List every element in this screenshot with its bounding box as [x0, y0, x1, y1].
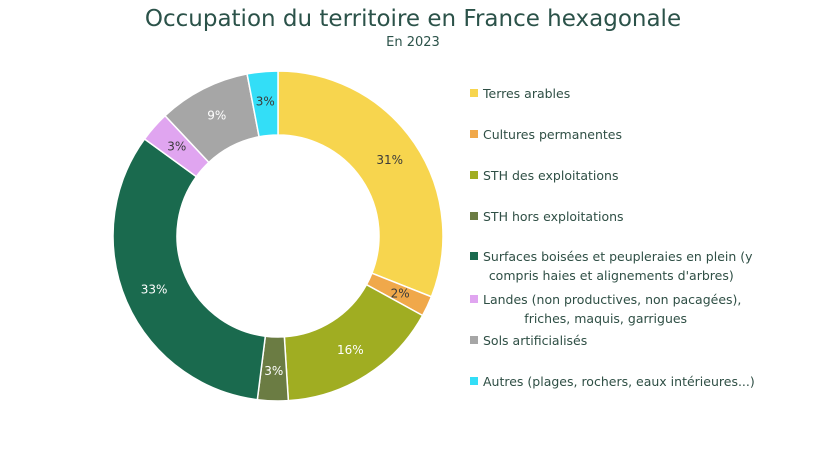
- legend-item-sols-artificialises: Sols artificialisés: [470, 331, 587, 350]
- legend-label: Landes (non productives, non pacagées),: [483, 292, 742, 307]
- slice-label-sth-hors-exploitations: 3%: [264, 364, 283, 378]
- legend-swatch: [470, 377, 478, 385]
- slice-terres-arables: [277, 70, 444, 298]
- slice-label-terres-arables: 31%: [376, 153, 403, 167]
- legend-label: STH des exploitations: [483, 168, 619, 183]
- slice-label-landes: 3%: [167, 140, 186, 154]
- legend-swatch: [470, 130, 478, 138]
- slice-label-surfaces-boisees: 33%: [141, 283, 168, 297]
- slice-label-autres: 3%: [256, 95, 275, 109]
- legend-label: Surfaces boisées et peupleraies en plein…: [483, 249, 753, 264]
- legend-item-landes: Landes (non productives, non pacagées), f…: [470, 290, 741, 328]
- legend-swatch: [470, 336, 478, 344]
- legend-swatch: [470, 252, 478, 260]
- slice-label-sols-artificialises: 9%: [207, 109, 226, 123]
- legend-item-autres: Autres (plages, rochers, eaux intérieure…: [470, 372, 755, 391]
- legend-item-sth-exploitations: STH des exploitations: [470, 166, 618, 185]
- legend-label: STH hors exploitations: [483, 209, 624, 224]
- slice-surfaces-boisees: [112, 137, 267, 401]
- legend-label: Cultures permanentes: [483, 127, 623, 142]
- legend-label-line2: friches, maquis, garrigues: [524, 311, 688, 326]
- legend-swatch: [470, 212, 478, 220]
- slice-label-cultures-permanentes: 2%: [391, 286, 410, 300]
- chart-title: Occupation du territoire en France hexag…: [144, 6, 682, 32]
- slice-label-sth-exploitations: 16%: [337, 343, 364, 357]
- legend-swatch: [470, 295, 478, 303]
- legend-item-cultures-permanentes: Cultures permanentes: [470, 125, 622, 144]
- legend-item-surfaces-boisees: Surfaces boisées et peupleraies en plein…: [470, 247, 753, 285]
- legend-swatch: [470, 89, 478, 97]
- legend-label: Autres (plages, rochers, eaux intérieure…: [483, 374, 755, 389]
- chart-subtitle: En 2023: [386, 35, 440, 50]
- legend-item-sth-hors-exploitations: STH hors exploitations: [470, 207, 624, 226]
- legend-item-terres-arables: Terres arables: [470, 84, 570, 103]
- legend-label: Terres arables: [483, 86, 571, 101]
- legend-label: Sols artificialisés: [483, 333, 588, 348]
- slice-autres: [246, 70, 279, 138]
- legend-label-line2: compris haies et alignements d'arbres): [488, 268, 734, 283]
- legend-swatch: [470, 171, 478, 179]
